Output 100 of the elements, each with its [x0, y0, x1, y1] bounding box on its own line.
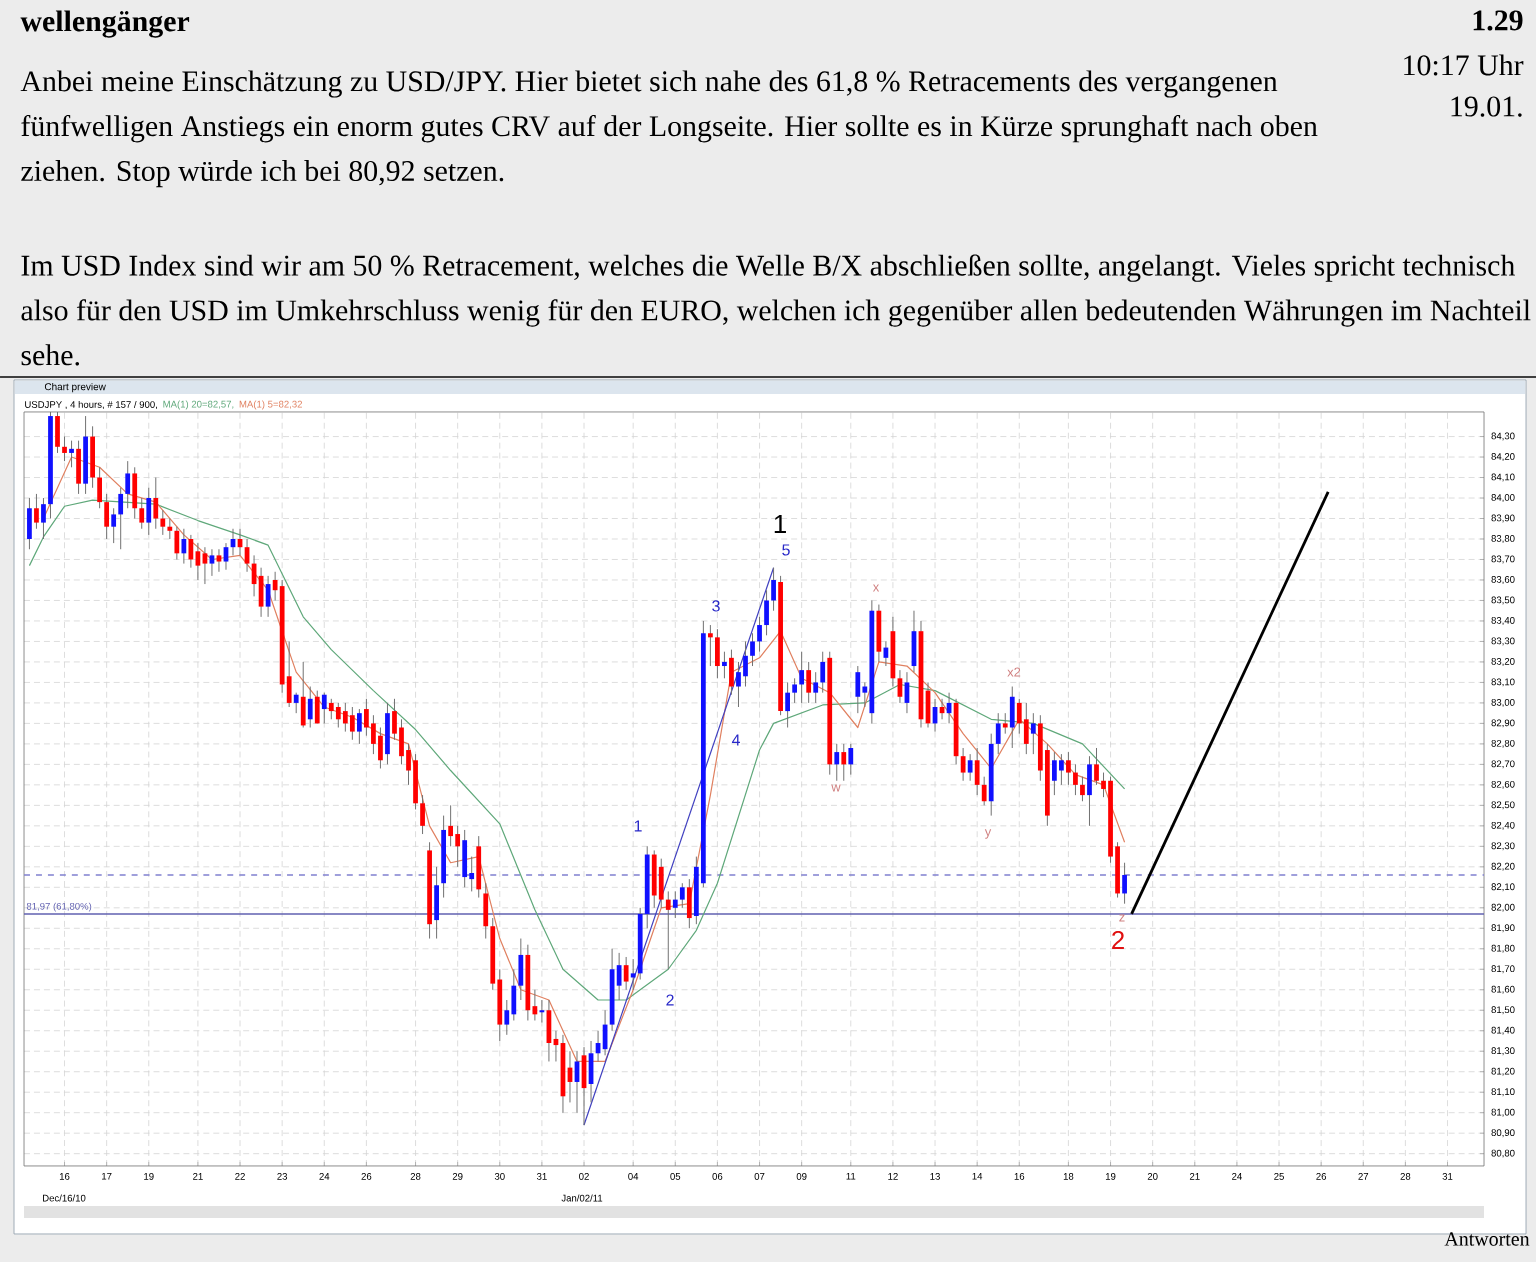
candlestick	[960, 747, 966, 782]
candlestick	[764, 589, 769, 636]
candlestick	[385, 702, 390, 765]
candlestick	[167, 518, 173, 540]
candlestick	[1073, 763, 1078, 796]
candlestick	[448, 804, 454, 847]
candlestick	[806, 661, 812, 704]
candlestick	[342, 702, 348, 733]
candlestick	[1087, 755, 1092, 827]
candlestick	[111, 507, 117, 544]
candlestick	[820, 651, 826, 694]
candlestick	[1066, 751, 1071, 786]
candlestick	[715, 628, 720, 679]
candlestick	[729, 649, 734, 696]
chart-title: wellengänger	[20, 10, 190, 38]
candlestick	[1051, 751, 1057, 796]
candlestick	[153, 477, 159, 530]
candlestick	[834, 743, 840, 782]
candlestick	[97, 466, 103, 509]
candlestick	[335, 702, 341, 728]
candlestick	[160, 509, 166, 536]
candlestick	[174, 526, 180, 560]
candlestick	[1094, 747, 1099, 786]
candlestick	[665, 890, 671, 970]
candlestick	[69, 440, 74, 468]
candlestick	[90, 425, 95, 489]
candlestick	[658, 858, 664, 909]
candlestick	[399, 718, 404, 765]
annotation: 2	[1112, 930, 1124, 950]
candlestick	[876, 604, 882, 663]
candlestick	[736, 661, 741, 708]
candlestick	[1009, 686, 1015, 749]
candlestick	[132, 466, 138, 519]
candlestick	[757, 616, 762, 653]
candlestick	[62, 436, 67, 462]
candlestick	[974, 747, 980, 796]
candlestick	[378, 727, 383, 769]
candlestick	[771, 567, 776, 612]
candlestick	[293, 692, 299, 714]
candlestick	[686, 878, 692, 929]
candlestick	[413, 753, 418, 810]
candlestick	[1002, 712, 1008, 735]
candlestick	[511, 968, 517, 1021]
candlestick	[672, 890, 678, 919]
text: 1.29	[1473, 10, 1523, 31]
text: 10:17 Uhr	[1404, 54, 1524, 76]
candlestick	[841, 743, 847, 782]
text: Antworten	[1444, 1232, 1530, 1246]
candlestick	[1030, 712, 1036, 755]
candlestick	[434, 866, 439, 940]
candlestick	[188, 534, 194, 569]
candlestick	[1023, 702, 1029, 755]
candlestick	[855, 665, 861, 714]
candlestick	[146, 487, 152, 536]
candlestick	[743, 640, 748, 688]
candlestick	[209, 548, 215, 577]
candlestick	[848, 743, 854, 776]
candlestick	[630, 958, 636, 991]
candlestick	[118, 487, 124, 550]
candlestick	[455, 825, 461, 868]
candlestick	[651, 849, 657, 909]
candlestick	[420, 794, 425, 835]
text: Anbei meine Einschätzung zu USD/JPY. Hier bietet sich nahe des 61,8 % Retracements des vergangenen fünfwelligen Anstiegs ein enorm gutes CRV auf der Longseite. Hier sollte es in Kürze sprunghaft nach oben ziehen. Stop würde ich bei 80,92 setzen.	[20, 70, 1318, 188]
candlestick	[41, 497, 46, 540]
candlestick	[76, 440, 81, 495]
candlestick	[202, 546, 208, 585]
candlestick	[125, 460, 131, 509]
text: Im USD Index sind wir am 50 % Retracement, welches die Welle B/X abschließen sollte, angelangt. Vieles spricht technisch also für den USD im Umkehrschluss wenig für den EURO, welchen ich gegenüber allen bedeutenden Währungen im Nachteil sehe.	[21, 254, 1531, 366]
candlestick	[995, 712, 1001, 755]
candlestick	[34, 493, 39, 530]
candlestick	[181, 528, 187, 565]
candlestick	[104, 493, 110, 540]
candlestick	[1059, 753, 1064, 786]
candlestick	[799, 651, 805, 704]
candlestick	[708, 624, 713, 667]
candlestick	[623, 956, 629, 991]
candlestick	[792, 677, 798, 704]
candlestick	[349, 706, 355, 741]
candlestick	[476, 835, 482, 899]
candlestick	[785, 681, 790, 728]
candlestick	[981, 776, 987, 806]
text: 19.01.	[1451, 96, 1522, 117]
candlestick	[1122, 862, 1127, 905]
candlestick	[813, 671, 819, 704]
candlestick	[722, 651, 727, 679]
candlestick	[356, 708, 362, 745]
candlestick	[371, 714, 376, 755]
candlestick	[679, 882, 685, 909]
candlestick	[967, 753, 973, 782]
candlestick	[216, 548, 222, 573]
candlestick	[518, 938, 524, 1001]
candlestick	[300, 661, 306, 728]
candlestick	[314, 690, 320, 724]
candlestick	[1080, 776, 1085, 802]
candlestick	[364, 698, 369, 737]
annotation: 1	[774, 515, 786, 533]
candlestick	[321, 692, 327, 724]
candlestick	[750, 632, 755, 667]
candlestick	[328, 698, 334, 720]
candlestick	[483, 882, 489, 940]
